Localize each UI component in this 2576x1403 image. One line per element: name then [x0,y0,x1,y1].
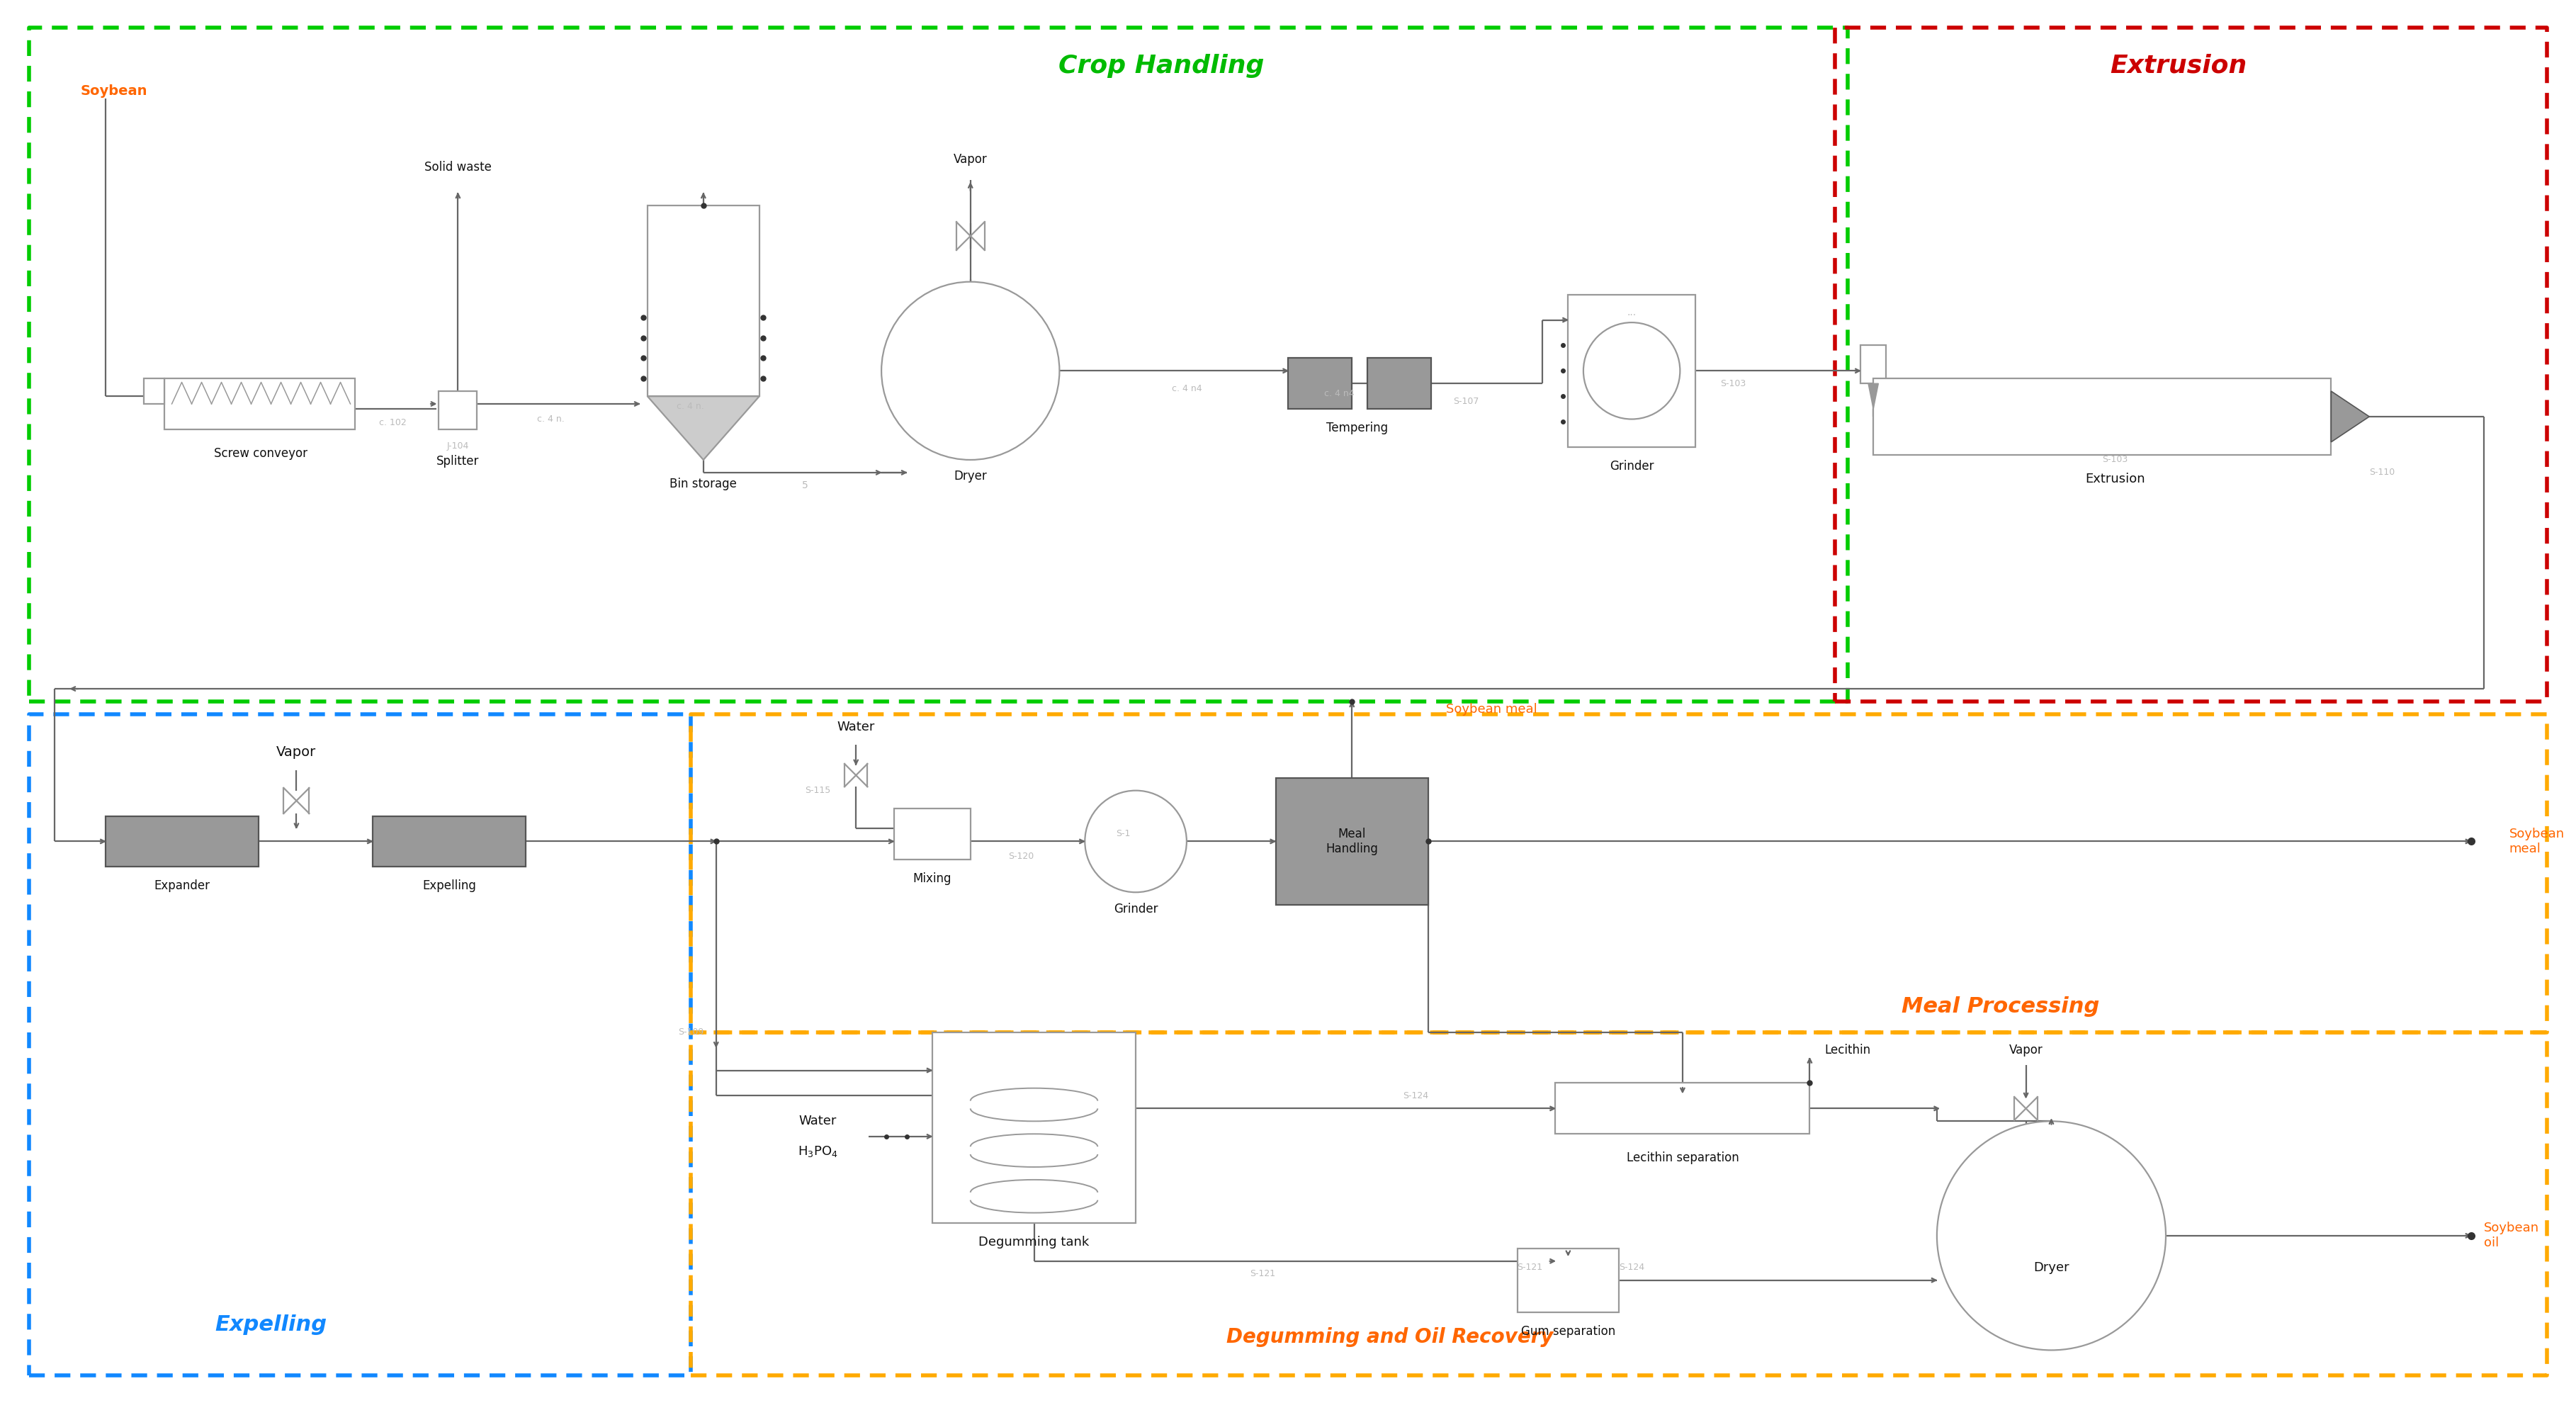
Text: Mixing: Mixing [912,871,951,885]
Text: Grinder: Grinder [1113,902,1157,915]
Text: S-124: S-124 [1618,1263,1643,1273]
Text: S-120: S-120 [1007,852,1033,861]
Text: Expander: Expander [155,880,209,892]
Polygon shape [144,379,165,404]
FancyBboxPatch shape [1569,295,1695,448]
Text: H$_3$PO$_4$: H$_3$PO$_4$ [799,1145,837,1159]
Text: Vapor: Vapor [2009,1044,2043,1056]
Text: 5: 5 [801,480,809,490]
Text: S-124: S-124 [1401,1092,1427,1100]
Text: Soybean
oil: Soybean oil [2483,1222,2537,1250]
FancyBboxPatch shape [106,817,258,867]
Text: Crop Handling: Crop Handling [1059,53,1265,77]
Text: S-121: S-121 [1249,1270,1275,1278]
Text: Tempering: Tempering [1327,422,1388,435]
Text: ...: ... [1625,307,1636,317]
Circle shape [1582,323,1680,419]
Text: S-103: S-103 [1721,379,1747,389]
Text: Soybean
meal: Soybean meal [2509,828,2563,856]
Polygon shape [1868,383,1878,408]
Text: Screw conveyor: Screw conveyor [214,448,307,460]
Text: Lecithin: Lecithin [1824,1044,1870,1056]
Text: Gum separation: Gum separation [1520,1324,1615,1337]
Text: S-121: S-121 [1517,1263,1543,1273]
Text: S-109: S-109 [677,1027,703,1037]
FancyBboxPatch shape [1288,358,1352,408]
Circle shape [1084,790,1188,892]
Text: c. 4 n4: c. 4 n4 [1172,384,1200,393]
Text: S-107: S-107 [1453,397,1479,405]
Text: Meal Processing: Meal Processing [1901,996,2099,1017]
FancyBboxPatch shape [1368,358,1430,408]
Circle shape [1937,1121,2166,1350]
Text: c. 4 n.: c. 4 n. [536,414,564,424]
Text: Water: Water [837,721,876,734]
FancyBboxPatch shape [933,1033,1136,1223]
Text: Meal
Handling: Meal Handling [1327,828,1378,856]
FancyBboxPatch shape [1873,379,2331,455]
Text: Expelling: Expelling [214,1315,327,1336]
Text: Vapor: Vapor [276,745,317,759]
Text: Soybean meal: Soybean meal [1445,703,1538,716]
Text: Degumming and Oil Recovery: Degumming and Oil Recovery [1226,1327,1553,1347]
Polygon shape [647,205,760,396]
Text: Extrusion: Extrusion [2110,53,2246,77]
Text: Lecithin separation: Lecithin separation [1625,1152,1739,1164]
Text: Splitter: Splitter [435,455,479,467]
FancyBboxPatch shape [1556,1083,1808,1134]
Text: S-1: S-1 [1115,829,1131,839]
Circle shape [881,282,1059,460]
FancyBboxPatch shape [894,808,971,859]
Text: c. 102: c. 102 [379,418,407,428]
Text: Expelling: Expelling [422,880,477,892]
Text: Bin storage: Bin storage [670,477,737,491]
Text: Soybean: Soybean [80,84,147,98]
Text: Grinder: Grinder [1610,460,1654,473]
Text: S-103: S-103 [2102,455,2128,464]
Polygon shape [647,396,760,460]
Text: Solid waste: Solid waste [425,161,492,174]
FancyBboxPatch shape [1517,1249,1618,1312]
Text: J-104: J-104 [446,442,469,450]
Polygon shape [1860,345,1886,383]
Text: c. 4 n.: c. 4 n. [677,401,703,411]
Text: c. 4 n4: c. 4 n4 [1324,389,1355,398]
Text: Water: Water [799,1115,837,1128]
FancyBboxPatch shape [374,817,526,867]
FancyBboxPatch shape [438,391,477,429]
FancyBboxPatch shape [165,379,355,429]
Text: Dryer: Dryer [2032,1261,2069,1274]
FancyBboxPatch shape [1275,777,1427,905]
Text: Degumming tank: Degumming tank [979,1236,1090,1249]
Polygon shape [2331,391,2367,442]
Text: S-115: S-115 [804,786,829,796]
Text: Vapor: Vapor [953,153,987,166]
Text: Dryer: Dryer [953,470,987,483]
Text: S-110: S-110 [2367,469,2393,477]
Text: Extrusion: Extrusion [2084,473,2143,485]
